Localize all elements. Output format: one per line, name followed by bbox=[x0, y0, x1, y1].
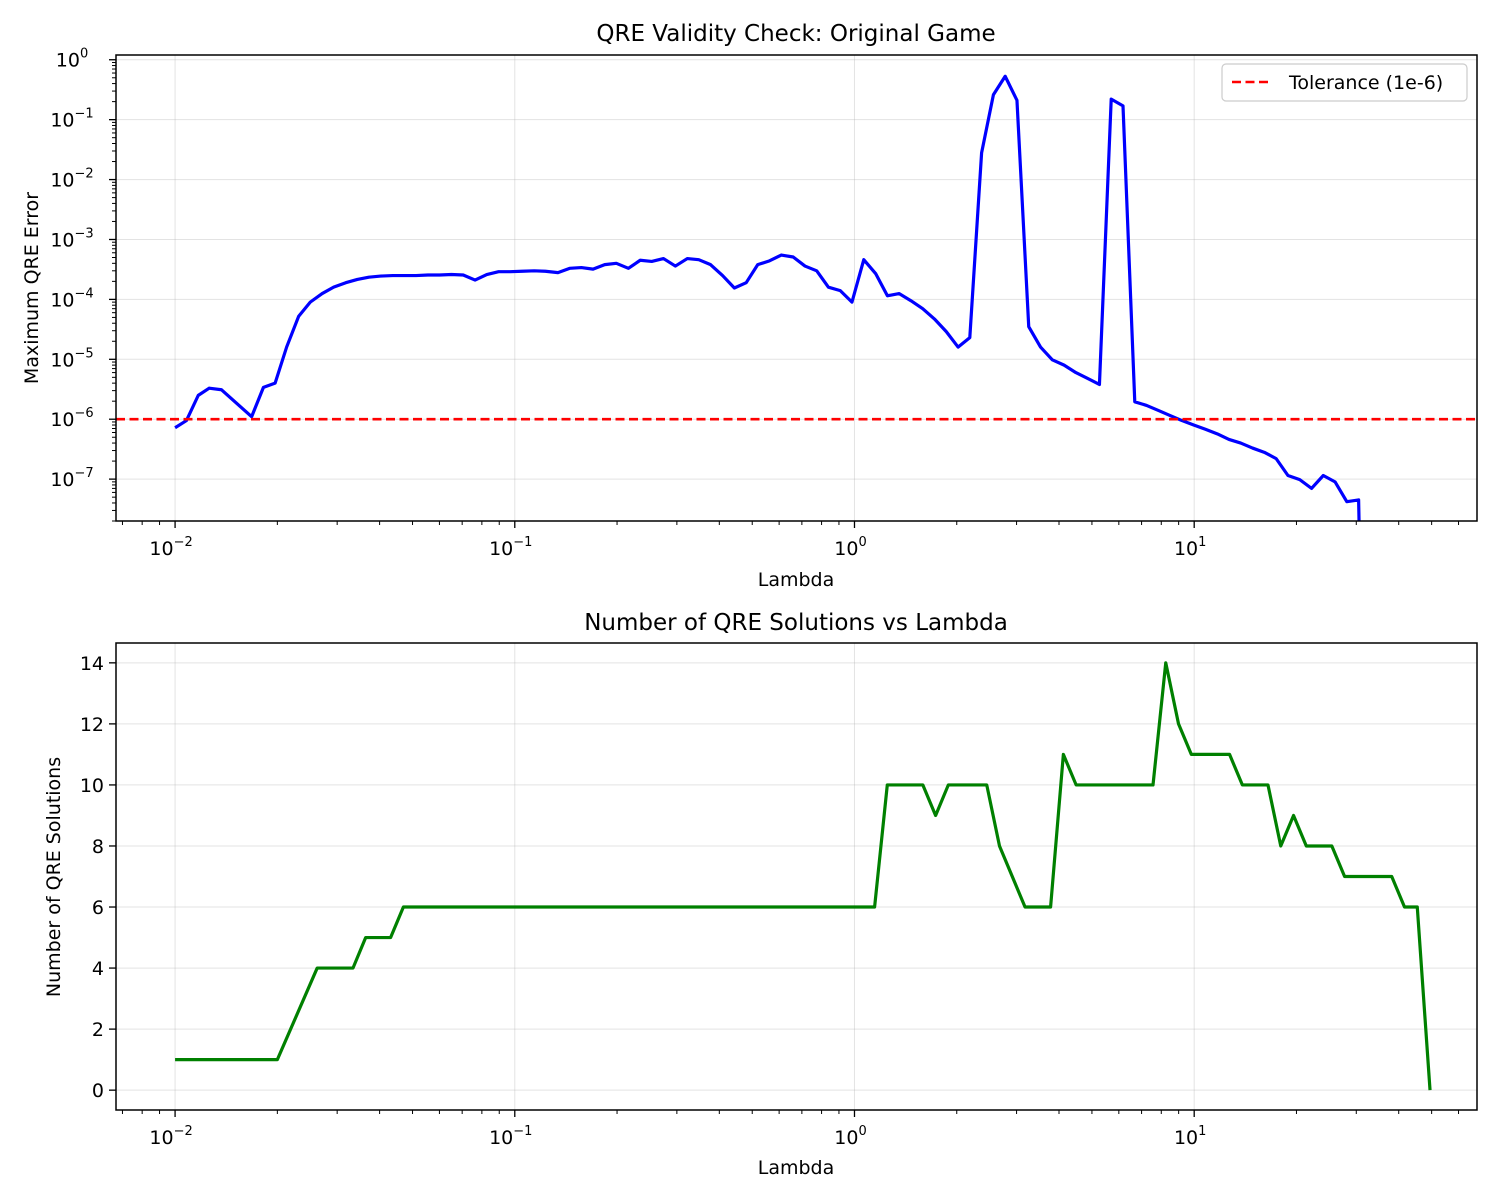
legend: Tolerance (1e-6) bbox=[1221, 63, 1468, 102]
plot-lines-clip bbox=[116, 74, 1477, 521]
solutions-chart-xlabel: Lambda bbox=[758, 1157, 835, 1179]
solutions-chart-grid bbox=[116, 643, 1477, 1110]
error-chart-ticks: 10−2 10−1 100 10110010−110−210−310−410−510−… bbox=[50, 47, 1460, 560]
solutions-chart-lines bbox=[175, 661, 1432, 1091]
error-chart-xlabel: Lambda bbox=[758, 569, 835, 591]
y-tick-label: 8 bbox=[92, 836, 104, 858]
error-chart-title: QRE Validity Check: Original Game bbox=[596, 21, 995, 47]
error-chart-lines bbox=[116, 74, 1477, 521]
plot-lines-clip bbox=[175, 661, 1432, 1091]
error-chart: QRE Validity Check: Original Game 10−2 10… bbox=[21, 21, 1478, 591]
y-tick-label: 14 bbox=[80, 653, 104, 675]
y-tick-label: 10−3 bbox=[50, 226, 93, 251]
y-tick-label: 6 bbox=[92, 897, 104, 919]
x-tick-label: 101 bbox=[1174, 535, 1206, 560]
solutions-series-line bbox=[175, 661, 1432, 1091]
y-tick-label: 0 bbox=[92, 1080, 104, 1102]
max-error-series-line bbox=[174, 74, 1361, 521]
y-tick-label: 12 bbox=[80, 714, 104, 736]
solutions-chart-frame bbox=[115, 642, 1478, 1111]
error-chart-frame bbox=[115, 54, 1478, 522]
y-tick-label: 4 bbox=[92, 958, 104, 980]
solutions-chart-ylabel: Number of QRE Solutions bbox=[43, 757, 65, 997]
y-tick-label: 10 bbox=[80, 775, 104, 797]
solutions-chart: Number of QRE Solutions vs Lambda 10−2 10… bbox=[43, 610, 1478, 1179]
legend-box bbox=[1221, 63, 1468, 102]
legend-label-tolerance: Tolerance (1e-6) bbox=[1288, 72, 1443, 94]
solutions-chart-title: Number of QRE Solutions vs Lambda bbox=[584, 610, 1008, 636]
error-chart-ylabel: Maximum QRE Error bbox=[21, 192, 43, 384]
y-tick-label: 2 bbox=[92, 1019, 104, 1041]
